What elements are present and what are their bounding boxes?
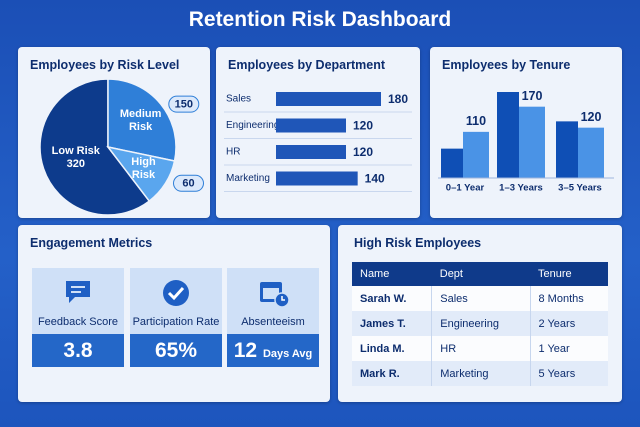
value-label: 120: [581, 110, 602, 124]
slice-label: Low Risk 320: [46, 145, 106, 171]
table-row: Linda M. HR 1 Year: [352, 336, 608, 361]
pie-slice: [106, 145, 176, 203]
category-label: Sales: [226, 94, 251, 105]
value-label: 150: [175, 99, 193, 111]
table-cell: Sales: [431, 286, 530, 311]
metric-value: 12 Days Avg: [227, 334, 319, 367]
metric-value: 65%: [130, 334, 222, 367]
metric-label: Absenteeism: [241, 316, 305, 328]
metric-label: Participation Rate: [132, 316, 220, 328]
check-icon: [163, 280, 189, 306]
bar: [497, 92, 519, 178]
category-label: Low Risk: [51, 144, 100, 157]
value-badge: [168, 95, 200, 113]
table-cell: Linda M.: [352, 336, 432, 361]
metric-card: Absenteeism 12 Days Avg: [227, 268, 319, 367]
bar: [276, 145, 346, 159]
panel-title: Engagement Metrics: [30, 236, 153, 250]
tenure-panel: Employees by Tenure 110 0–1 Year 170 1–3 Ye…: [430, 47, 622, 218]
column-header: Name: [352, 262, 432, 286]
table-cell: 5 Years: [529, 361, 608, 386]
metric-value: 3.8: [32, 334, 124, 367]
panel-title: Employees by Tenure: [442, 58, 571, 72]
bar-chart: 110 0–1 Year 170 1–3 Years 120 3–5 Years: [438, 89, 614, 194]
x-tick-label: 0–1 Year: [446, 183, 485, 194]
table-cell: Mark R.: [352, 361, 432, 386]
bar: [463, 131, 489, 178]
panel-title: Employees by Risk Level: [30, 58, 180, 72]
value-label: 170: [522, 89, 543, 103]
value-label: 320: [66, 157, 85, 170]
value-label: 180: [388, 92, 408, 106]
value-label: 120: [353, 119, 373, 133]
table-cell: James T.: [352, 311, 432, 336]
bar-chart: Sales 180 Engineering 120 HR 120 Marketing 140: [224, 92, 412, 192]
value-label: 110: [466, 114, 486, 128]
pie-slice: [39, 78, 151, 216]
bar: [441, 148, 463, 178]
risk-panel: Employees by Risk Level 150 60 Low Risk 32…: [18, 47, 210, 218]
pie-slice: [107, 78, 177, 162]
table-panel: High Risk Employees Name Dept Tenure Sarah …: [338, 225, 622, 402]
table-cell: 8 Months: [529, 286, 608, 311]
panel-title: Employees by Department: [228, 58, 385, 72]
slice-label: Medium Risk: [117, 108, 165, 134]
pie-chart: 150 60: [39, 78, 205, 216]
metric-unit: Days Avg: [262, 348, 313, 360]
metric-card: Participation Rate 65%: [130, 268, 222, 367]
table-cell: HR: [431, 336, 530, 361]
dashboard-title: Retention Risk Dashboard: [188, 8, 452, 31]
table-row: Mark R. Marketing 5 Years: [352, 361, 608, 386]
table-cell: Marketing: [431, 361, 530, 386]
employee-table: Name Dept Tenure Sarah W. Sales 8 Months James…: [352, 262, 608, 386]
table-cell: 1 Year: [529, 336, 608, 361]
column-header: Dept: [431, 262, 530, 286]
bar: [519, 106, 545, 178]
bar: [556, 121, 578, 178]
value-label: 140: [365, 172, 385, 186]
category-label: Marketing: [226, 173, 270, 184]
metric-label: Feedback Score: [37, 316, 119, 328]
table-row: Sarah W. Sales 8 Months: [352, 286, 608, 311]
panel-title: High Risk Employees: [354, 236, 482, 250]
value-label: 120: [353, 145, 373, 159]
table-cell: Engineering: [431, 311, 530, 336]
metric-card: Feedback Score 3.8: [32, 268, 124, 367]
x-tick-label: 3–5 Years: [558, 183, 602, 194]
bar: [276, 171, 358, 186]
table-cell: Sarah W.: [352, 286, 432, 311]
slice-label: High Risk: [120, 156, 168, 182]
category-label: HR: [226, 147, 240, 158]
header-row: Name Dept Tenure: [352, 262, 608, 286]
department-panel: Employees by Department Sales 180 Engineer…: [216, 47, 420, 218]
bar: [276, 118, 346, 133]
feedback-icon: [66, 281, 90, 303]
x-tick-label: 1–3 Years: [499, 183, 543, 194]
table-cell: 2 Years: [529, 311, 608, 336]
category-label: High Risk: [131, 156, 156, 182]
calendar-icon: [260, 282, 290, 308]
column-header: Tenure: [530, 262, 608, 286]
category-label: Medium Risk: [119, 107, 162, 133]
engagement-panel: Engagement Metrics Feedback Score 3.8 Pa…: [18, 225, 330, 402]
bar: [276, 92, 381, 106]
metric-number: 12: [233, 339, 258, 362]
category-label: Engineering: [226, 120, 279, 131]
value-badge: [173, 174, 205, 192]
value-label: 60: [182, 178, 194, 190]
bar: [578, 127, 604, 178]
table-row: James T. Engineering 2 Years: [352, 311, 608, 336]
